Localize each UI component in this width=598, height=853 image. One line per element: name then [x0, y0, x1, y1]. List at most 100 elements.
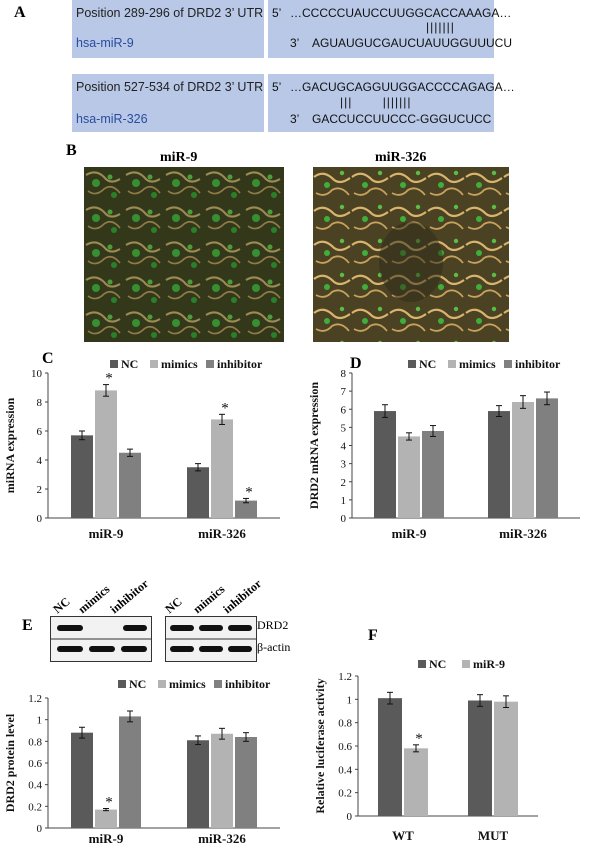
micrograph-left-title: miR-9: [160, 150, 198, 165]
legend-label: mimics: [161, 357, 198, 371]
y-axis-label: miRNA expression: [3, 397, 17, 493]
x-category-label: miR-326: [499, 526, 547, 541]
bar: [235, 500, 257, 518]
x-category-label: miR-9: [392, 526, 427, 541]
panel-label-f: F: [368, 627, 378, 644]
y-tick-label: 0.6: [28, 758, 42, 770]
bar: [488, 411, 510, 518]
significance-mark: *: [415, 731, 423, 747]
sequence-1-prime3: 3’: [290, 36, 300, 50]
bar: [119, 716, 141, 828]
x-category-label: miR-326: [198, 526, 246, 541]
y-tick-label: 0: [37, 513, 43, 525]
bar: [211, 419, 233, 518]
y-tick-label: 8: [341, 368, 347, 380]
sequence-2-pairing: ||| |||||||: [340, 95, 412, 109]
bar: [211, 733, 233, 828]
bar: [378, 698, 402, 816]
y-tick-label: 1.2: [338, 671, 352, 683]
sequence-2-position-label: Position 527-534 of DRD2 3’ UTR: [76, 80, 264, 94]
sequence-box-1-label-bg: [72, 0, 264, 58]
y-tick-label: 0: [37, 823, 43, 835]
y-tick-label: 1: [37, 715, 43, 727]
bar: [422, 431, 444, 518]
legend-label: mimics: [459, 357, 496, 371]
sequence-1-mirna: AGUAUGUCGAUCUAUUGGUUUCU: [312, 36, 513, 50]
blot-lane-label-inhibitor-right: inhibitor: [220, 576, 265, 617]
y-tick-label: 4: [37, 455, 43, 467]
y-tick-label: 0.2: [28, 801, 42, 813]
sequence-2-target: …GACUGCAGGUUGGACCCCAGAGA…: [290, 80, 515, 94]
y-axis-label: Relative luciferase activity: [313, 678, 327, 813]
y-tick-label: 1: [341, 495, 347, 507]
blot-lane-label-mimics-right: mimics: [190, 581, 228, 617]
y-tick-label: 6: [37, 426, 43, 438]
x-category-label: miR-326: [198, 831, 246, 846]
legend-swatch: [110, 360, 118, 368]
panel-label-a: A: [14, 4, 26, 21]
x-category-label: WT: [392, 828, 414, 843]
y-tick-label: 0: [341, 513, 347, 525]
y-tick-label: 8: [37, 397, 43, 409]
bar: [374, 411, 396, 518]
legend-swatch: [418, 660, 426, 668]
significance-mark: *: [105, 371, 113, 387]
x-category-label: miR-9: [89, 526, 124, 541]
bar: [71, 435, 93, 518]
y-tick-label: 4: [341, 441, 347, 453]
sequence-1-pairing: |||||||: [426, 20, 455, 34]
western-blot-right: [165, 616, 257, 662]
bar: [404, 748, 428, 816]
sequence-box-2-seq-bg: [268, 74, 494, 132]
micrograph-left-image: [84, 167, 284, 342]
sequence-1-mirna-label: hsa-miR-9: [76, 36, 134, 50]
y-tick-label: 6: [341, 404, 347, 416]
blot-lane-label-nc-left: NC: [50, 594, 73, 617]
significance-mark: *: [245, 484, 253, 500]
y-tick-label: 10: [31, 368, 43, 380]
bar: [398, 436, 420, 518]
sequence-1-position-label: Position 289-296 of DRD2 3’ UTR: [76, 6, 264, 20]
sequence-2-mirna-label: hsa-miR-326: [76, 112, 148, 126]
significance-mark: *: [221, 400, 229, 416]
y-tick-label: 2: [37, 484, 43, 496]
y-tick-label: 0.8: [28, 736, 42, 748]
bar: [95, 809, 117, 828]
micrograph-right-image: [313, 167, 509, 342]
y-tick-label: 1: [347, 694, 353, 706]
blot-lane-label-mimics-left: mimics: [75, 581, 113, 617]
legend-label: NC: [419, 357, 436, 371]
legend-swatch: [448, 360, 456, 368]
legend-label: inhibitor: [225, 677, 271, 691]
sequence-box-1-seq-bg: [268, 0, 494, 58]
panel-label-c: C: [42, 350, 54, 367]
legend-label: inhibitor: [217, 357, 263, 371]
y-axis-label: DRD2 mRNA expression: [307, 382, 321, 509]
y-tick-label: 2: [341, 477, 347, 489]
y-tick-label: 0.2: [338, 788, 352, 800]
sequence-box-2-label-bg: [72, 74, 264, 132]
legend-label: NC: [429, 657, 446, 671]
significance-mark: *: [105, 795, 113, 811]
y-tick-label: 0.4: [28, 780, 42, 792]
legend-swatch: [206, 360, 214, 368]
micrograph-right-title: miR-326: [375, 150, 427, 165]
legend-swatch: [408, 360, 416, 368]
legend-swatch: [118, 680, 126, 688]
legend-label: NC: [129, 677, 146, 691]
x-category-label: MUT: [478, 828, 509, 843]
legend-label: mimics: [169, 677, 206, 691]
y-tick-label: 1.2: [28, 693, 42, 705]
bar: [468, 700, 492, 816]
panel-label-b: B: [66, 142, 77, 159]
y-tick-label: 0.6: [338, 741, 352, 753]
bar: [187, 467, 209, 518]
panel-label-e: E: [22, 617, 33, 634]
bar: [187, 740, 209, 828]
blot-row-label-actin: β-actin: [257, 640, 291, 654]
y-tick-label: 7: [341, 386, 347, 398]
y-tick-label: 0.4: [338, 764, 352, 776]
bar: [536, 398, 558, 518]
blot-lane-label-nc-right: NC: [162, 594, 185, 617]
legend-label: NC: [121, 357, 138, 371]
